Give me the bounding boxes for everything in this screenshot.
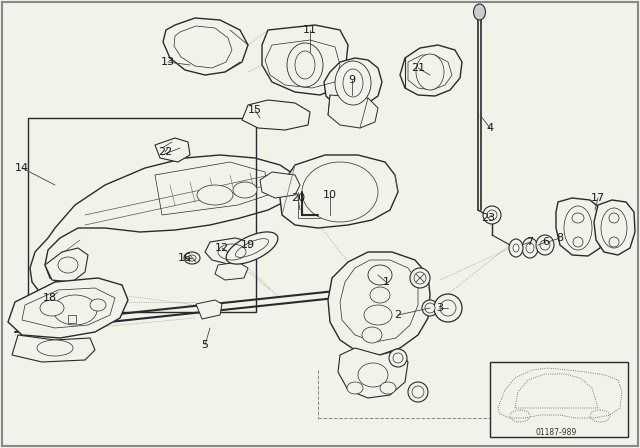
- Polygon shape: [163, 18, 248, 75]
- Ellipse shape: [483, 206, 501, 224]
- Ellipse shape: [58, 257, 78, 273]
- Bar: [68, 315, 76, 323]
- Text: 11: 11: [303, 25, 317, 35]
- Ellipse shape: [370, 287, 390, 303]
- Ellipse shape: [522, 238, 538, 258]
- Polygon shape: [8, 278, 128, 338]
- Polygon shape: [45, 248, 88, 282]
- Polygon shape: [215, 262, 248, 280]
- Ellipse shape: [425, 303, 435, 313]
- Text: 7: 7: [527, 237, 534, 247]
- Ellipse shape: [526, 243, 534, 253]
- Polygon shape: [280, 155, 398, 228]
- Text: 18: 18: [43, 293, 57, 303]
- Ellipse shape: [422, 300, 438, 316]
- Ellipse shape: [434, 294, 462, 322]
- Ellipse shape: [362, 327, 382, 343]
- Ellipse shape: [440, 300, 456, 316]
- Ellipse shape: [184, 252, 200, 264]
- Ellipse shape: [40, 300, 64, 316]
- Ellipse shape: [393, 353, 403, 363]
- Text: 17: 17: [591, 193, 605, 203]
- Text: 4: 4: [486, 123, 493, 133]
- Ellipse shape: [233, 182, 257, 198]
- Ellipse shape: [410, 268, 430, 288]
- Text: 5: 5: [202, 340, 209, 350]
- Polygon shape: [155, 138, 190, 162]
- Polygon shape: [30, 155, 298, 298]
- Polygon shape: [400, 45, 462, 96]
- Bar: [490, 362, 628, 437]
- Polygon shape: [338, 348, 408, 398]
- Ellipse shape: [474, 4, 486, 20]
- Polygon shape: [242, 100, 310, 130]
- Ellipse shape: [540, 240, 550, 250]
- Ellipse shape: [197, 185, 233, 205]
- Polygon shape: [328, 95, 378, 128]
- Ellipse shape: [513, 244, 519, 252]
- Ellipse shape: [90, 299, 106, 311]
- Ellipse shape: [335, 61, 371, 105]
- Text: 2: 2: [394, 310, 401, 320]
- Text: 9: 9: [348, 75, 356, 85]
- Ellipse shape: [295, 51, 315, 79]
- Text: 1: 1: [383, 277, 390, 287]
- Text: 16: 16: [178, 253, 192, 263]
- Polygon shape: [594, 200, 635, 255]
- Text: 8: 8: [556, 233, 564, 243]
- Ellipse shape: [226, 232, 278, 264]
- Text: 3: 3: [436, 303, 444, 313]
- Text: 21: 21: [411, 63, 425, 73]
- Text: 20: 20: [291, 193, 305, 203]
- Polygon shape: [262, 25, 348, 95]
- Ellipse shape: [416, 54, 444, 90]
- Ellipse shape: [37, 340, 73, 356]
- Text: 13: 13: [161, 57, 175, 67]
- Text: 10: 10: [323, 190, 337, 200]
- Ellipse shape: [389, 349, 407, 367]
- Ellipse shape: [347, 382, 363, 394]
- Ellipse shape: [188, 255, 196, 261]
- Ellipse shape: [412, 386, 424, 398]
- Polygon shape: [324, 58, 382, 108]
- Ellipse shape: [509, 239, 523, 257]
- Polygon shape: [260, 172, 300, 198]
- Text: 19: 19: [241, 240, 255, 250]
- Text: 15: 15: [248, 105, 262, 115]
- Text: 12: 12: [215, 243, 229, 253]
- Ellipse shape: [343, 69, 363, 97]
- Text: 6: 6: [543, 237, 550, 247]
- Ellipse shape: [53, 295, 97, 325]
- Ellipse shape: [536, 235, 554, 255]
- Ellipse shape: [414, 272, 426, 284]
- Ellipse shape: [380, 382, 396, 394]
- Text: 23: 23: [481, 213, 495, 223]
- Ellipse shape: [368, 265, 392, 285]
- Text: 01187-989: 01187-989: [536, 427, 577, 436]
- Polygon shape: [196, 300, 222, 319]
- Polygon shape: [556, 198, 604, 256]
- Bar: [28, 118, 256, 312]
- Ellipse shape: [408, 382, 428, 402]
- Ellipse shape: [487, 210, 497, 220]
- Polygon shape: [205, 238, 258, 265]
- Text: 14: 14: [15, 163, 29, 173]
- Ellipse shape: [364, 305, 392, 325]
- Ellipse shape: [287, 43, 323, 87]
- Polygon shape: [328, 252, 430, 355]
- Ellipse shape: [358, 363, 388, 387]
- Text: 22: 22: [158, 147, 172, 157]
- Polygon shape: [12, 335, 95, 362]
